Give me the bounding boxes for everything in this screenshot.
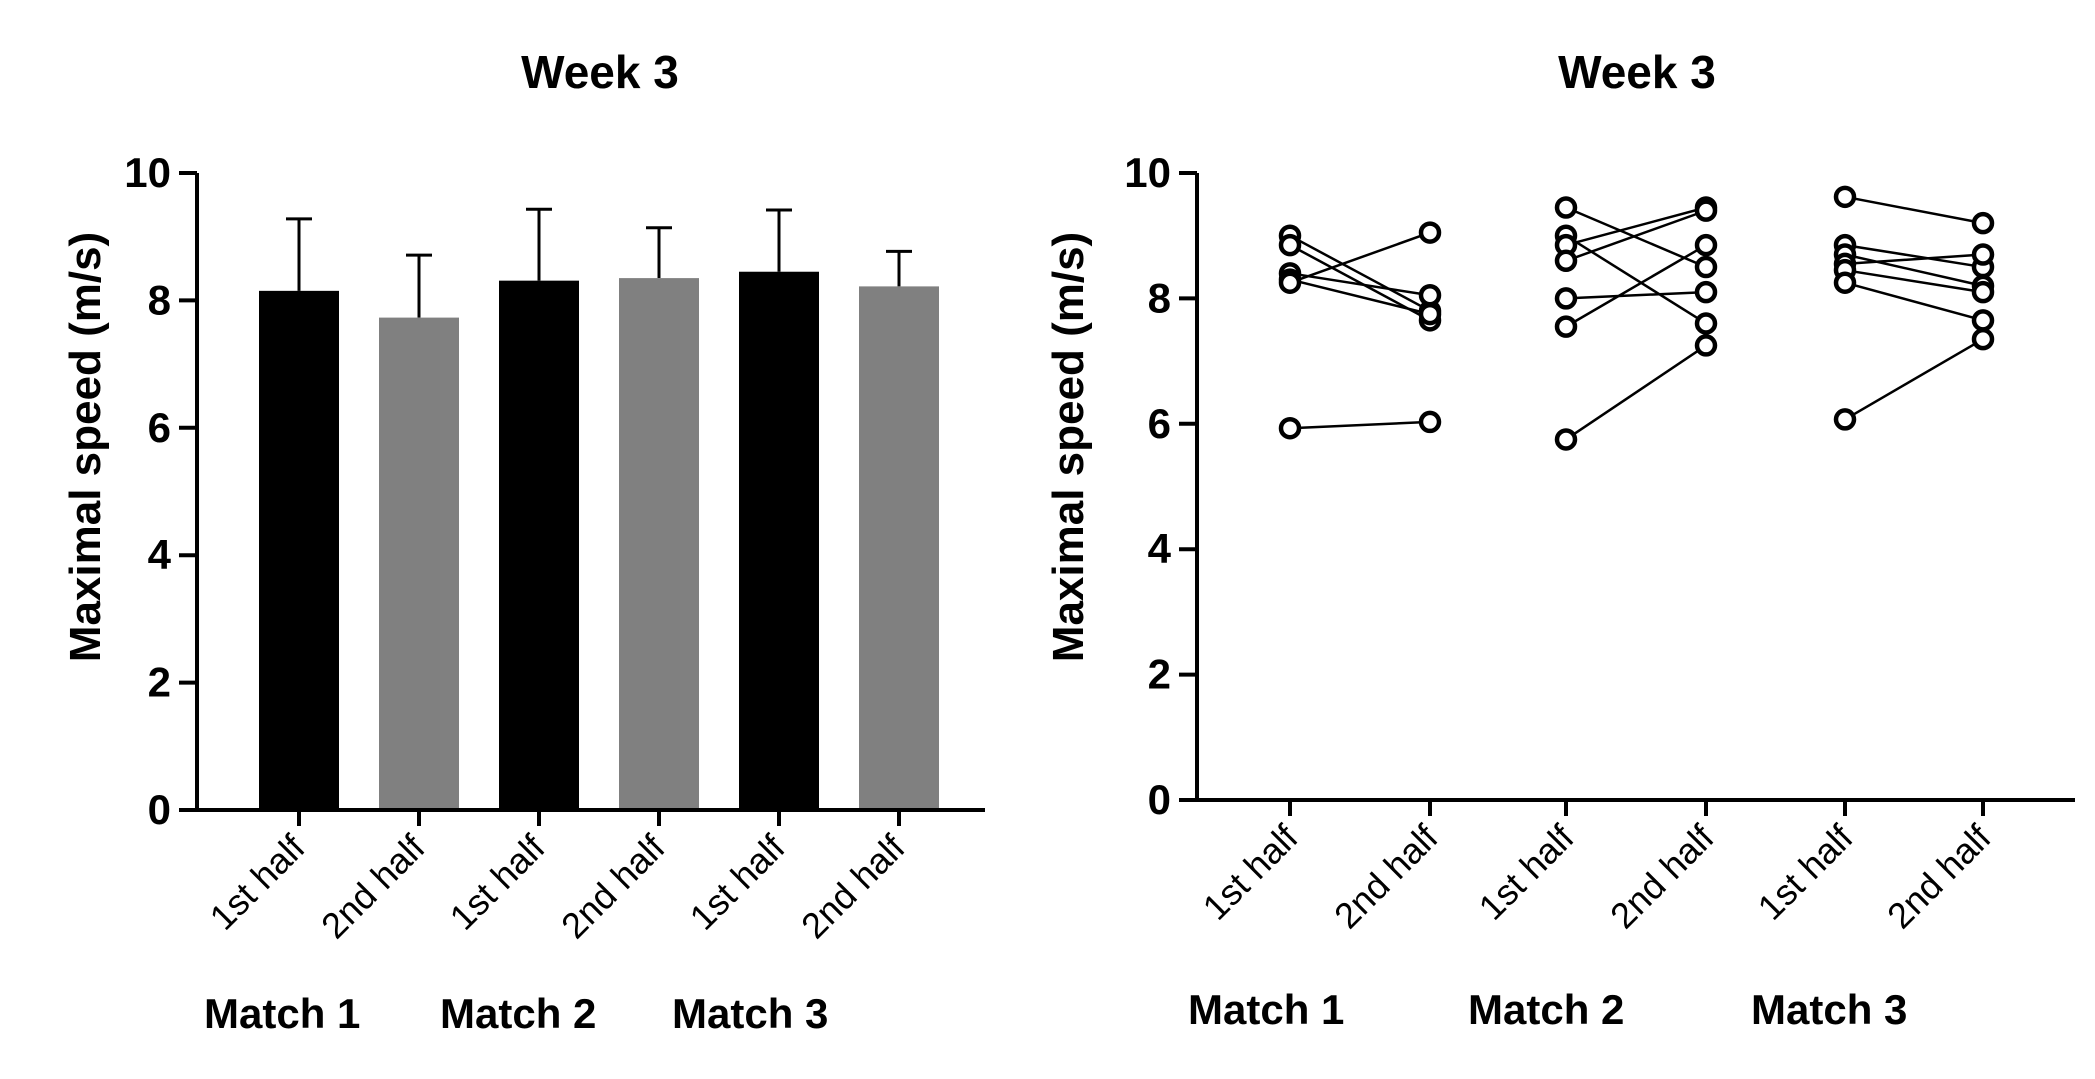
pair-line (1289, 420, 1431, 430)
match-label: Match 3 (672, 990, 828, 1037)
y-tick-label: 8 (1148, 274, 1171, 321)
x-tick-label: 2nd half (1602, 816, 1722, 936)
paired-chart-y-axis-label: Maximal speed (m/s) (1044, 232, 1093, 662)
data-point-1st-half (1554, 196, 1578, 219)
x-tick-label: 2nd half (553, 826, 673, 946)
pair-line (1844, 253, 1984, 266)
x-tick-label: 2nd half (1879, 816, 1999, 936)
bar-chart-y-ticks: 0 2 4 6 8 10 (124, 149, 197, 833)
pair-line (1844, 281, 1984, 322)
y-tick-label: 10 (124, 149, 171, 196)
match-label: Match 3 (1751, 986, 1907, 1033)
pair-line (1565, 290, 1707, 300)
y-tick-label: 0 (148, 786, 171, 833)
paired-chart-x-categories: 1st half 2nd half 1st half 2nd half 1st half… (1195, 800, 1999, 936)
paired-chart-panel: Week 3 Maximal speed (m/s) 0 2 4 6 8 10 1st h… (1044, 46, 2075, 1033)
pair-line (1565, 206, 1707, 269)
y-tick-label: 4 (148, 531, 172, 578)
pair-line (1565, 206, 1707, 247)
data-point-2nd-half (1694, 233, 1718, 257)
x-tick-label: 1st half (682, 826, 794, 938)
data-point-1st-half (1278, 233, 1302, 257)
data-point-2nd-half (1418, 221, 1442, 244)
paired-chart-data (1278, 185, 1995, 451)
match-label: Match 2 (1468, 986, 1624, 1033)
bar-chart-title: Week 3 (521, 46, 679, 98)
x-tick-label: 1st half (1750, 816, 1862, 928)
data-point-2nd-half (1418, 302, 1442, 326)
y-tick-label: 2 (148, 659, 171, 706)
data-point-2nd-half (1694, 280, 1718, 304)
match-label: Match 1 (204, 990, 360, 1037)
data-point-2nd-half (1694, 334, 1718, 357)
y-tick-label: 10 (1124, 149, 1171, 196)
data-point-1st-half (1833, 185, 1857, 209)
data-point-2nd-half (1971, 280, 1995, 304)
y-tick-label: 6 (1148, 400, 1171, 447)
data-point-2nd-half (1418, 284, 1442, 307)
data-point-2nd-half (1694, 199, 1718, 222)
pair-line (1289, 231, 1431, 284)
pair-line (1565, 244, 1707, 328)
bar (859, 286, 939, 810)
bar (379, 317, 459, 810)
pair-line (1844, 243, 1984, 269)
x-tick-label: 2nd half (793, 826, 913, 946)
paired-chart-match-labels: Match 1 Match 2 Match 3 (1188, 986, 1907, 1033)
pair-line (1565, 344, 1707, 441)
bar-chart-bars (259, 207, 939, 811)
pair-line (1289, 272, 1431, 297)
data-point-1st-half (1554, 249, 1578, 273)
y-tick-label: 2 (1148, 651, 1171, 698)
match-label: Match 1 (1188, 986, 1344, 1033)
bar (739, 271, 819, 810)
y-tick-label: 6 (148, 404, 171, 451)
bar-chart-y-axis-label: Maximal speed (m/s) (61, 232, 110, 662)
x-tick-label: 2nd half (313, 826, 433, 946)
x-tick-label: 1st half (442, 826, 554, 938)
x-tick-label: 1st half (1471, 816, 1583, 928)
paired-chart-y-ticks: 0 2 4 6 8 10 (1124, 149, 1197, 823)
y-tick-label: 8 (148, 276, 171, 323)
bar (499, 280, 579, 810)
pair-line (1844, 253, 1984, 288)
y-tick-label: 4 (1148, 525, 1172, 572)
data-point-1st-half (1554, 428, 1578, 451)
x-tick-label: 2nd half (1326, 816, 1446, 936)
data-point-2nd-half (1694, 255, 1718, 279)
paired-chart-title: Week 3 (1558, 46, 1716, 98)
data-point-1st-half (1554, 287, 1578, 310)
bar-chart-x-categories: 1st half 2nd half 1st half 2nd half 1st half… (202, 810, 913, 946)
pair-line (1844, 268, 1984, 294)
data-point-2nd-half (1694, 312, 1718, 335)
y-tick-label: 0 (1148, 776, 1171, 823)
data-point-1st-half (1278, 416, 1302, 440)
bar-chart-match-labels: Match 1 Match 2 Match 3 (204, 990, 828, 1037)
data-point-2nd-half (1971, 327, 1995, 351)
data-point-1st-half (1833, 408, 1857, 431)
pair-line (1844, 338, 1984, 421)
bar-chart-panel: Week 3 Maximal speed (m/s) 0 2 4 6 8 10 1st h… (61, 46, 985, 1037)
pair-line (1844, 195, 1984, 225)
data-point-1st-half (1554, 315, 1578, 338)
data-point-2nd-half (1418, 410, 1442, 434)
pair-line (1289, 278, 1431, 316)
x-tick-label: 1st half (202, 826, 314, 938)
x-tick-label: 1st half (1195, 816, 1307, 928)
data-point-1st-half (1278, 271, 1302, 294)
bar (619, 278, 699, 811)
data-point-2nd-half (1971, 211, 1995, 235)
data-point-2nd-half (1971, 309, 1995, 332)
pair-line (1565, 209, 1707, 262)
data-point-1st-half (1833, 271, 1857, 294)
pair-line (1565, 234, 1707, 325)
data-point-2nd-half (1971, 243, 1995, 266)
bar (259, 290, 339, 811)
match-label: Match 2 (440, 990, 596, 1037)
pair-line (1289, 234, 1431, 313)
